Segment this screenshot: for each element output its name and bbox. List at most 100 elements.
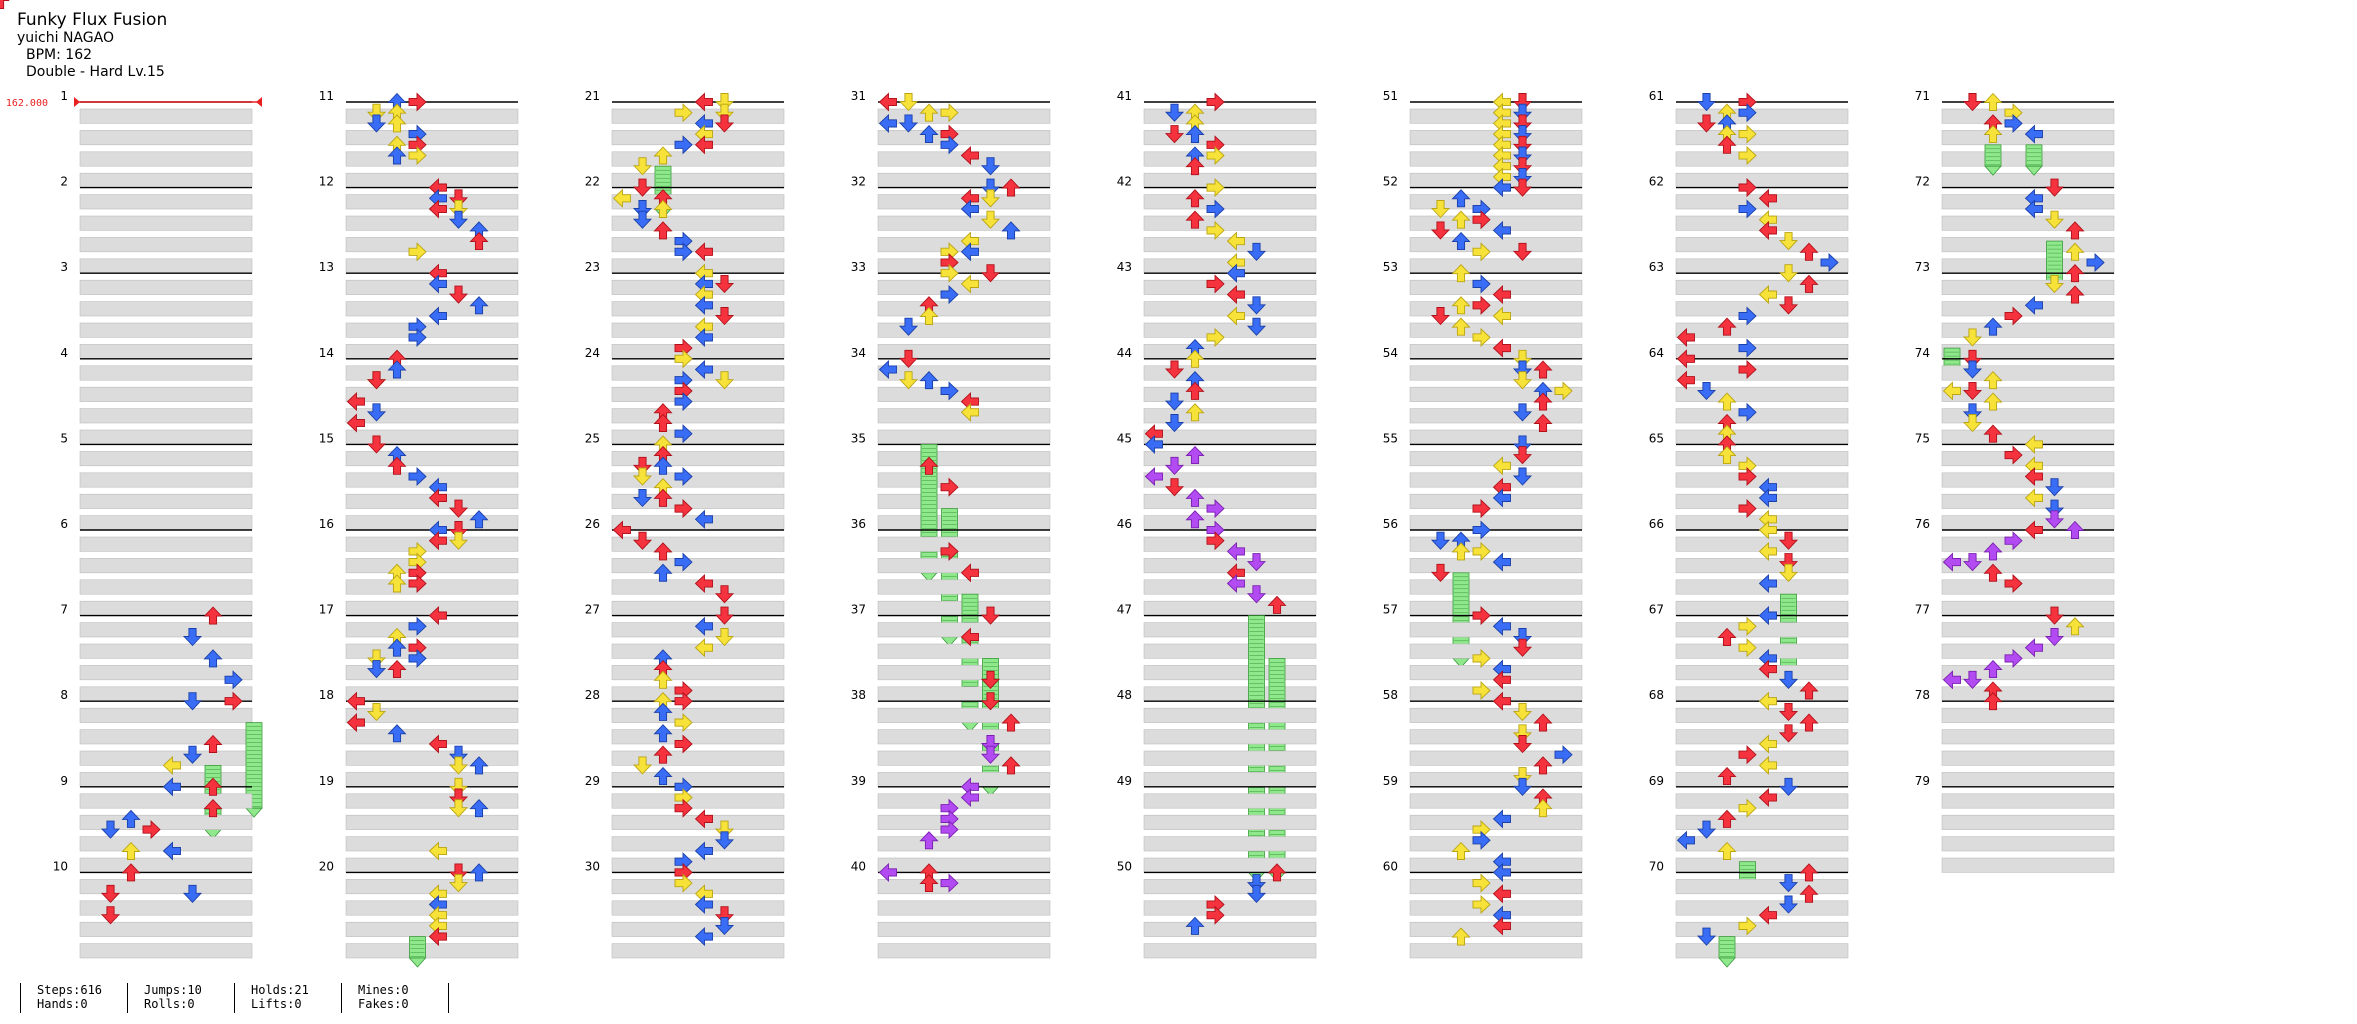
note-arrow bbox=[1430, 221, 1451, 240]
note-arrow bbox=[632, 531, 653, 550]
note-arrow bbox=[1799, 274, 1819, 293]
note-arrow bbox=[1246, 553, 1267, 572]
note-arrow bbox=[1512, 735, 1533, 754]
note-arrow bbox=[1492, 809, 1511, 829]
note-arrow bbox=[1962, 553, 1983, 572]
note-arrow bbox=[1738, 798, 1757, 818]
note-arrow bbox=[919, 873, 939, 893]
beat-band bbox=[345, 493, 519, 509]
beat-band bbox=[1143, 943, 1317, 959]
measure-number: 22 bbox=[585, 175, 600, 189]
note-arrow bbox=[694, 92, 713, 112]
measure-3: 3 bbox=[60, 260, 253, 360]
beat-band bbox=[611, 772, 785, 788]
note-arrow bbox=[428, 488, 447, 508]
beat-band bbox=[1941, 472, 2115, 488]
note-arrow bbox=[632, 157, 653, 176]
measure-number: 4 bbox=[60, 346, 68, 360]
note-arrow bbox=[203, 606, 223, 625]
measure-28: 28 bbox=[585, 688, 785, 788]
stats-col-steps: Steps:616 Hands:0 bbox=[21, 983, 128, 1013]
measure-number: 14 bbox=[319, 346, 334, 360]
note-arrow bbox=[1185, 916, 1205, 935]
beat-band bbox=[1143, 151, 1317, 167]
note-arrow bbox=[1512, 125, 1533, 144]
note-arrow bbox=[1246, 317, 1267, 336]
note-arrow bbox=[940, 873, 959, 893]
note-arrow bbox=[1533, 799, 1553, 818]
beat-band bbox=[79, 943, 253, 959]
note-arrow bbox=[1778, 531, 1799, 550]
stat-holds: Holds:21 bbox=[251, 983, 309, 997]
note-arrow bbox=[1226, 231, 1245, 251]
beat-band bbox=[345, 558, 519, 574]
note-arrow bbox=[2044, 478, 2065, 497]
note-arrow bbox=[1492, 670, 1511, 690]
note-arrow bbox=[1492, 488, 1511, 508]
beat-band bbox=[1941, 836, 2115, 852]
note-arrow bbox=[694, 809, 713, 829]
measure-number: 48 bbox=[1117, 688, 1132, 702]
beat-band bbox=[877, 472, 1051, 488]
note-arrow bbox=[1512, 167, 1533, 187]
measure-number: 71 bbox=[1915, 89, 1930, 103]
beat-band bbox=[1941, 814, 2115, 830]
measure-78: 78 bbox=[1915, 688, 2115, 788]
note-arrow bbox=[1738, 499, 1757, 519]
beat-band bbox=[611, 729, 785, 745]
measure-20: 20 bbox=[319, 859, 519, 968]
beat-band bbox=[877, 515, 1051, 531]
note-arrow bbox=[346, 691, 365, 711]
note-arrow bbox=[1206, 905, 1225, 925]
note-arrow bbox=[674, 103, 693, 123]
measure-6: 6 bbox=[60, 517, 253, 616]
beat-band bbox=[1941, 365, 2115, 381]
note-arrow bbox=[653, 488, 673, 507]
measure-19: 19 bbox=[319, 774, 519, 873]
beat-band bbox=[1143, 451, 1317, 467]
note-arrow bbox=[2065, 264, 2085, 283]
measure-number: 56 bbox=[1383, 517, 1398, 531]
note-arrow bbox=[366, 114, 387, 133]
note-arrow bbox=[366, 660, 387, 679]
note-arrow bbox=[960, 627, 979, 647]
note-arrow bbox=[162, 777, 181, 797]
measure-number: 49 bbox=[1117, 774, 1132, 788]
measure-66: 66 bbox=[1649, 517, 1849, 690]
note-arrow bbox=[1144, 434, 1163, 454]
note-arrow bbox=[448, 863, 469, 882]
measure-49: 49 bbox=[1117, 774, 1317, 873]
note-arrow bbox=[1472, 830, 1491, 850]
note-arrow bbox=[387, 114, 407, 133]
beat-band bbox=[1409, 515, 1583, 531]
note-arrow bbox=[1492, 884, 1511, 904]
note-arrow bbox=[2024, 638, 2043, 658]
measure-number: 42 bbox=[1117, 175, 1132, 189]
note-arrow bbox=[1472, 274, 1491, 294]
note-arrow bbox=[1962, 414, 1983, 433]
note-arrow bbox=[1164, 125, 1185, 144]
beat-band bbox=[1409, 429, 1583, 445]
note-arrow bbox=[2044, 274, 2065, 294]
beat-band bbox=[1409, 643, 1583, 659]
note-arrow bbox=[387, 146, 407, 165]
beat-band bbox=[79, 279, 253, 295]
note-arrow bbox=[960, 199, 979, 219]
note-arrow bbox=[387, 724, 407, 743]
beat-band bbox=[1941, 750, 2115, 766]
measure-79: 79 bbox=[1915, 774, 2115, 873]
note-arrow bbox=[714, 371, 735, 390]
measure-34: 34 bbox=[851, 346, 1051, 445]
note-arrow bbox=[1983, 542, 2003, 561]
note-arrow bbox=[1738, 178, 1757, 198]
beat-band bbox=[611, 172, 785, 188]
note-arrow bbox=[203, 649, 223, 668]
beat-band bbox=[1143, 493, 1317, 509]
note-arrow bbox=[653, 413, 673, 432]
beat-band bbox=[1941, 344, 2115, 360]
note-arrow bbox=[1472, 499, 1491, 519]
note-arrow bbox=[1799, 713, 1819, 732]
beat-band bbox=[1941, 301, 2115, 317]
note-arrow bbox=[1533, 413, 1553, 432]
note-arrow bbox=[1512, 467, 1533, 486]
